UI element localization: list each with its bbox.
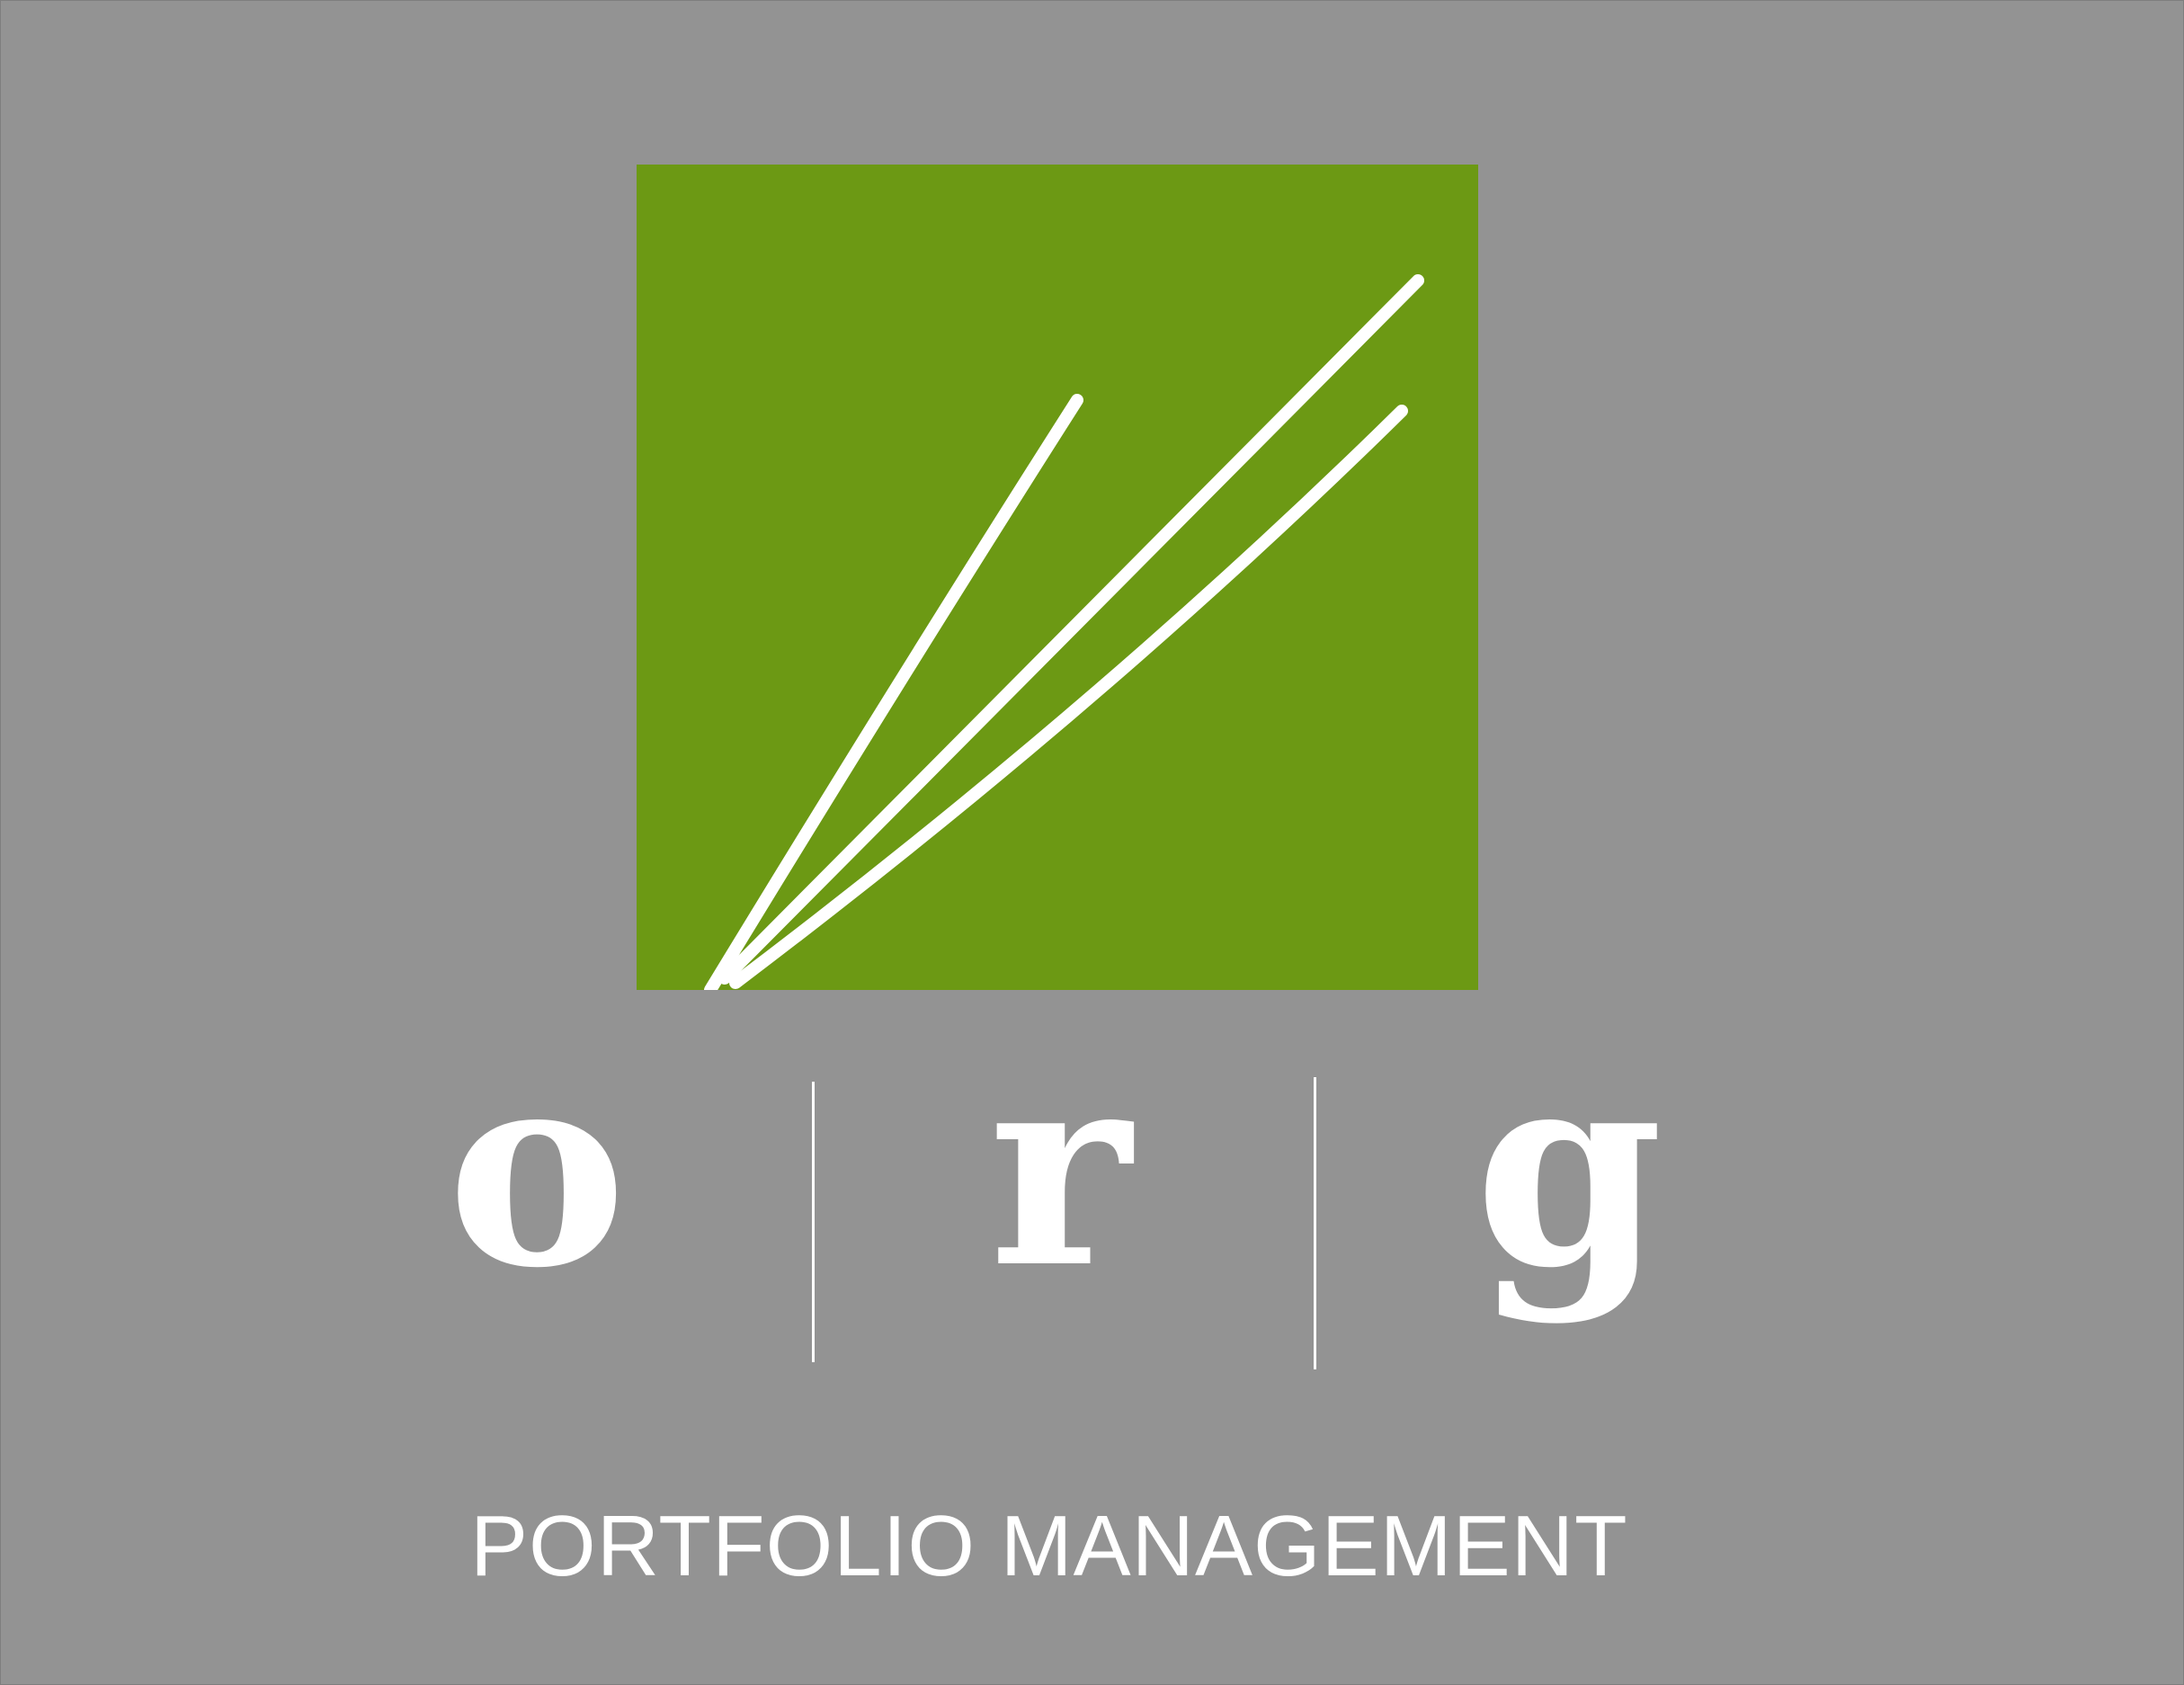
wordmark-letter-o: o [447, 1010, 628, 1327]
wordmark-divider [812, 1082, 815, 1362]
tagline: PORTFOLIO MANAGEMENT [470, 1498, 1628, 1594]
grass-blades-icon [637, 165, 1478, 990]
wordmark-divider [1314, 1077, 1316, 1369]
wordmark-letter-r: r [989, 1010, 1132, 1327]
wordmark-letter-g: g [1475, 1010, 1663, 1327]
